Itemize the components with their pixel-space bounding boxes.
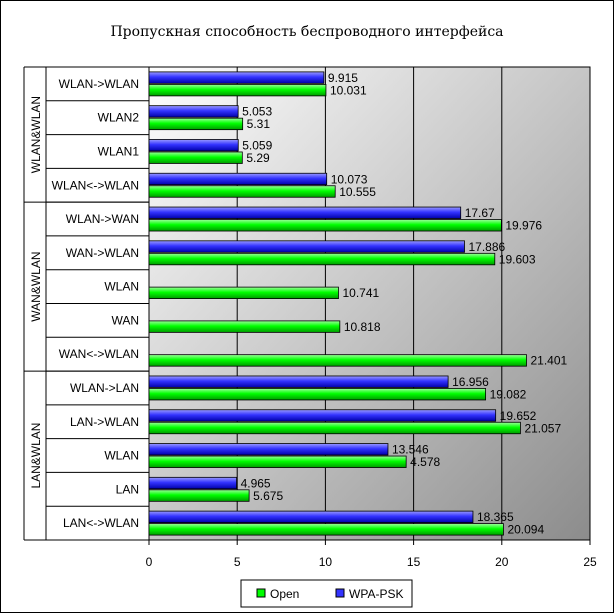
data-label: 18.365 <box>477 510 514 524</box>
data-label: 19.082 <box>490 387 527 401</box>
bar-open <box>148 117 244 131</box>
x-tick-label: 0 <box>146 555 153 569</box>
x-tick-label: 25 <box>583 555 597 569</box>
plot-background <box>148 66 591 541</box>
bar-open <box>148 83 327 97</box>
category-label: WAN<->WLAN <box>59 347 139 361</box>
category-label: WLAN<->WLAN <box>52 178 139 192</box>
data-label: 10.073 <box>331 172 368 186</box>
bar-open <box>148 219 502 232</box>
category-label: WLAN2 <box>98 111 140 125</box>
category-label: WLAN->WAN <box>66 212 139 226</box>
data-label: 19.976 <box>505 219 542 233</box>
data-label: 19.652 <box>500 409 537 423</box>
legend-label: Open <box>270 587 299 601</box>
bar-wpa-psk <box>148 510 474 524</box>
data-label: 5.059 <box>242 138 272 152</box>
x-tick-label: 20 <box>495 555 509 569</box>
data-label: 17.886 <box>469 240 506 254</box>
data-label: 5.31 <box>247 117 271 131</box>
data-label: 4.965 <box>241 476 271 490</box>
bar-wpa-psk <box>148 71 325 84</box>
group-label: WAN&WLAN <box>29 251 43 321</box>
data-label: 4.578 <box>410 455 440 469</box>
data-label: 20.094 <box>507 523 544 537</box>
bar-open <box>148 523 504 536</box>
legend-label: WPA-PSK <box>349 587 403 601</box>
bar-open <box>148 286 339 300</box>
category-label: WAN->WLAN <box>66 246 139 260</box>
category-label: WLAN->WLAN <box>59 77 139 91</box>
bar-open <box>148 354 527 367</box>
x-tick-label: 5 <box>234 555 241 569</box>
bar-open <box>148 151 243 164</box>
category-label: LAN<->WLAN <box>63 516 139 530</box>
bar-wpa-psk <box>148 375 449 388</box>
data-label: 17.67 <box>465 206 495 220</box>
legend-swatch-wpa-psk <box>335 588 345 598</box>
data-label: 16.956 <box>452 375 489 389</box>
chart-title: Пропускная способность беспроводного инт… <box>110 24 503 40</box>
bar-wpa-psk <box>148 206 462 219</box>
bar-open <box>148 455 407 468</box>
category-label: LAN <box>116 482 139 496</box>
bar-open <box>148 252 496 266</box>
category-label: WLAN1 <box>98 144 140 158</box>
bar-open <box>148 320 341 333</box>
data-label: 10.741 <box>342 286 379 300</box>
bar-open <box>148 489 250 502</box>
data-label: 21.057 <box>524 421 561 435</box>
group-label: WLAN&WLAN <box>29 96 43 173</box>
data-label: 13.546 <box>392 443 429 457</box>
data-label: 21.401 <box>531 354 568 368</box>
data-label: 9.915 <box>328 71 358 85</box>
category-label: WLAN <box>104 280 139 294</box>
x-tick-label: 15 <box>407 555 421 569</box>
data-label: 5.29 <box>246 151 270 165</box>
plot-area: 0 5 10 15 20 25 WLAN&WLAN WAN&WLAN LAN&WLAN WLAN-… <box>23 66 597 569</box>
bar-wpa-psk <box>148 105 239 118</box>
category-label: WLAN->LAN <box>70 381 139 395</box>
data-label: 5.675 <box>253 489 283 503</box>
legend-box <box>240 579 413 608</box>
bar-wpa-psk <box>148 240 465 253</box>
data-label: 10.031 <box>330 83 367 97</box>
bar-wpa-psk <box>148 172 328 186</box>
data-label: 10.818 <box>344 320 381 334</box>
group-label: LAN&WLAN <box>29 423 43 489</box>
data-label: 10.555 <box>339 185 376 199</box>
legend-swatch-open <box>256 588 266 598</box>
x-tick-label: 10 <box>319 555 333 569</box>
bar-wpa-psk <box>148 139 239 152</box>
category-label: WLAN <box>104 449 139 463</box>
bar-open <box>148 421 521 435</box>
bar-wpa-psk <box>148 409 497 422</box>
bar-open <box>148 388 487 401</box>
legend: Open WPA-PSK <box>240 579 413 608</box>
category-label: WAN <box>111 313 139 327</box>
bar-open <box>148 185 336 198</box>
category-label: LAN->WLAN <box>70 415 139 429</box>
bar-wpa-psk <box>148 476 237 490</box>
data-label: 19.603 <box>499 252 536 266</box>
bar-wpa-psk <box>148 443 389 456</box>
data-label: 5.053 <box>242 105 272 119</box>
